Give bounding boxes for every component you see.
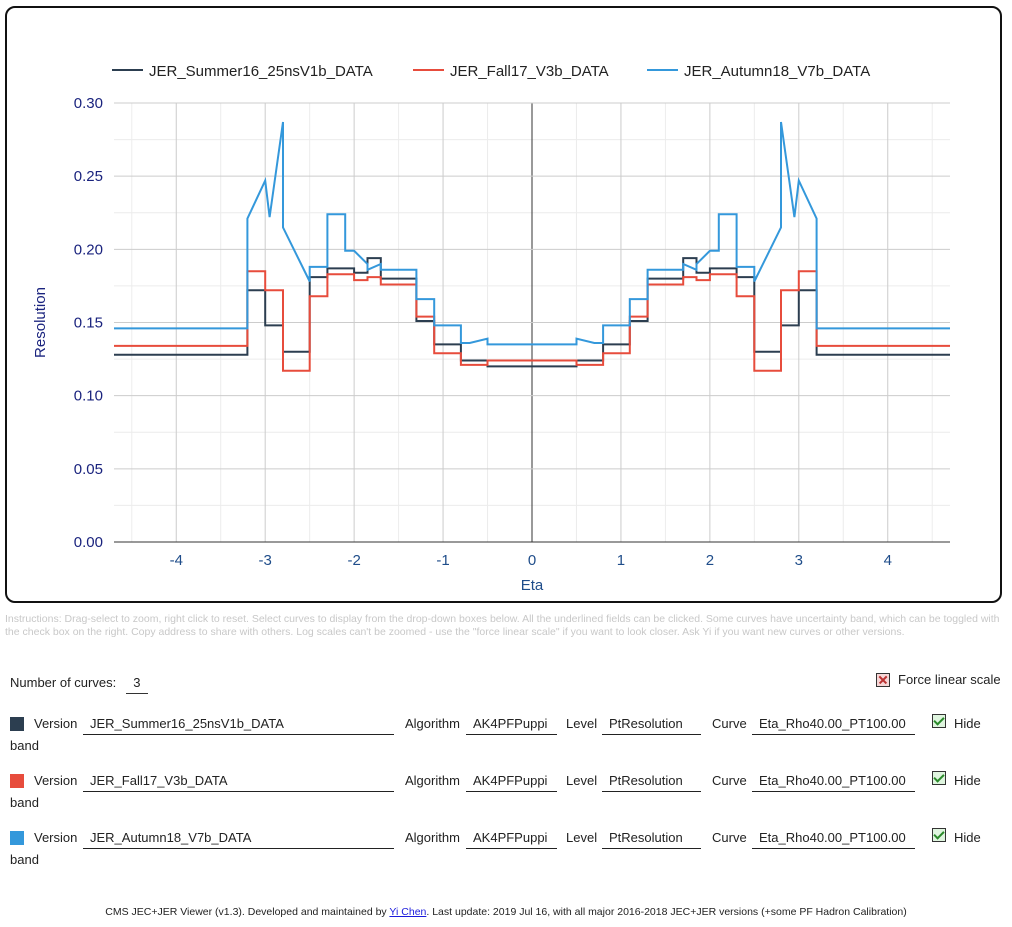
y-tick-label: 0.10 (74, 388, 103, 405)
level-select[interactable]: PtResolution (602, 713, 701, 735)
algorithm-label: Algorithm (405, 716, 460, 731)
footer-prefix: CMS JEC+JER Viewer (v1.3). Developed and… (105, 906, 390, 918)
curve-count-row: Number of curves: 3 (10, 675, 148, 694)
x-tick-label: 1 (617, 552, 625, 569)
legend-entry[interactable]: JER_Summer16_25nsV1b_DATA (149, 63, 373, 80)
curve-color-swatch (10, 717, 24, 731)
series-line[interactable] (114, 270, 950, 372)
curve-label: Curve (712, 773, 747, 788)
curve-select[interactable]: Eta_Rho40.00_PT100.00 (752, 827, 915, 849)
footer: CMS JEC+JER Viewer (v1.3). Developed and… (0, 906, 1012, 918)
band-label: band (10, 852, 39, 867)
legend-entry[interactable]: JER_Autumn18_V7b_DATA (684, 63, 870, 80)
version-label: Version (34, 830, 78, 845)
y-tick-label: 0.15 (74, 315, 103, 332)
hide-band-checkbox[interactable] (932, 771, 946, 785)
x-tick-label: -2 (347, 552, 360, 569)
level-select[interactable]: PtResolution (602, 827, 701, 849)
hide-label: Hide (954, 716, 981, 731)
version-label: Version (34, 716, 78, 731)
y-tick-label: 0.25 (74, 168, 103, 185)
level-label: Level (566, 773, 598, 788)
footer-suffix: . Last update: 2019 Jul 16, with all maj… (426, 906, 907, 918)
curve-color-swatch (10, 774, 24, 788)
band-label: band (10, 795, 39, 810)
series-line[interactable] (114, 257, 950, 368)
curve-label: Curve (712, 830, 747, 845)
x-tick-label: -4 (170, 552, 183, 569)
instructions-text: Instructions: Drag-select to zoom, right… (5, 613, 1000, 638)
y-tick-label: 0.00 (74, 534, 103, 551)
y-tick-label: 0.05 (74, 461, 103, 478)
y-tick-label: 0.30 (74, 95, 103, 112)
level-label: Level (566, 830, 598, 845)
legend-entry[interactable]: JER_Fall17_V3b_DATA (450, 63, 609, 80)
x-tick-label: 4 (884, 552, 892, 569)
curve-row: Version JER_Summer16_25nsV1b_DATA Algori… (10, 713, 1010, 763)
y-axis-title: Resolution (32, 287, 49, 358)
y-tick-label: 0.20 (74, 241, 103, 258)
algorithm-select[interactable]: AK4PFPuppi (466, 770, 557, 792)
chart-panel[interactable]: -4 -3 -2 -1 0 1 2 3 4 0.00 0.05 0.10 0.15 0.20 0.25 0.3… (5, 6, 1002, 603)
force-linear-checkbox[interactable] (876, 672, 890, 687)
level-label: Level (566, 716, 598, 731)
force-linear-toggle[interactable]: Force linear scale (876, 672, 1001, 687)
x-tick-label: 0 (528, 552, 536, 569)
version-label: Version (34, 773, 78, 788)
hide-label: Hide (954, 830, 981, 845)
algorithm-label: Algorithm (405, 773, 460, 788)
algorithm-select[interactable]: AK4PFPuppi (466, 827, 557, 849)
band-label: band (10, 738, 39, 753)
force-linear-label: Force linear scale (898, 672, 1001, 687)
curve-row: Version JER_Fall17_V3b_DATA Algorithm AK… (10, 770, 1010, 820)
curve-color-swatch (10, 831, 24, 845)
curve-label: Curve (712, 716, 747, 731)
curve-row: Version JER_Autumn18_V7b_DATA Algorithm … (10, 827, 1010, 877)
x-tick-label: -3 (259, 552, 272, 569)
series-line[interactable] (114, 121, 950, 346)
hide-band-checkbox[interactable] (932, 828, 946, 842)
hide-band-checkbox[interactable] (932, 714, 946, 728)
x-tick-label: 3 (795, 552, 803, 569)
algorithm-select[interactable]: AK4PFPuppi (466, 713, 557, 735)
x-tick-label: -1 (436, 552, 449, 569)
curve-count-select[interactable]: 3 (125, 675, 148, 694)
version-select[interactable]: JER_Fall17_V3b_DATA (83, 770, 394, 792)
algorithm-label: Algorithm (405, 830, 460, 845)
level-select[interactable]: PtResolution (602, 770, 701, 792)
hide-label: Hide (954, 773, 981, 788)
curve-select[interactable]: Eta_Rho40.00_PT100.00 (752, 713, 915, 735)
resolution-chart[interactable]: -4 -3 -2 -1 0 1 2 3 4 0.00 0.05 0.10 0.15 0.20 0.25 0.3… (7, 8, 1004, 605)
curve-count-label: Number of curves: (10, 675, 117, 690)
curve-select[interactable]: Eta_Rho40.00_PT100.00 (752, 770, 915, 792)
author-link[interactable]: Yi Chen (389, 906, 427, 918)
x-tick-label: 2 (706, 552, 714, 569)
version-select[interactable]: JER_Autumn18_V7b_DATA (83, 827, 394, 849)
version-select[interactable]: JER_Summer16_25nsV1b_DATA (83, 713, 394, 735)
x-axis-title: Eta (521, 577, 544, 594)
